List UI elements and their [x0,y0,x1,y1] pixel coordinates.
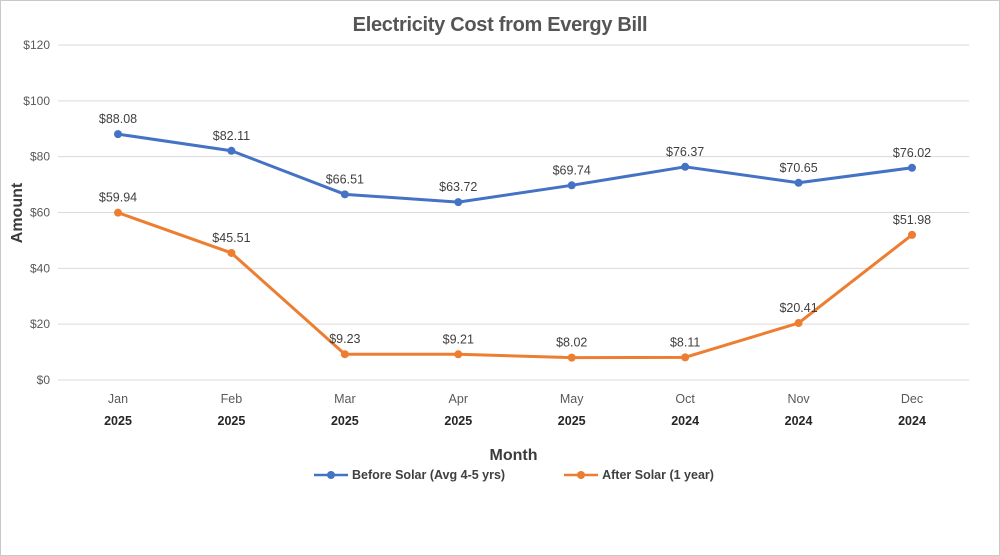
legend: Before Solar (Avg 4-5 yrs) After Solar (1… [58,468,969,482]
series-line-before-solar [116,132,914,204]
data-point-marker [227,146,236,155]
x-category-month-label: Dec [901,392,923,406]
data-point-label: $69.74 [553,163,591,177]
y-tick-label: $20 [30,317,50,331]
data-point-label: $45.51 [212,231,250,245]
data-point-label: $66.51 [326,172,364,186]
data-point-label: $9.23 [329,332,360,346]
data-point-marker [908,230,916,239]
y-tick-label: $120 [23,38,50,52]
x-category-year-label: 2024 [898,414,926,428]
data-point-label: $59.94 [99,191,137,205]
x-category-year-label: 2024 [785,414,813,428]
data-point-marker [454,350,463,359]
x-axis-title: Month [489,447,538,464]
data-point-marker [908,163,916,172]
data-point-marker [681,353,690,362]
x-category-year-label: 2024 [671,414,699,428]
data-point-label: $51.98 [893,213,931,227]
y-axis-title: Amount [9,182,26,244]
data-point-label: $20.41 [779,301,817,315]
data-point-label: $70.65 [779,161,817,175]
data-point-marker [340,190,349,199]
x-category-month-label: Feb [221,392,243,406]
x-category-month-label: Jan [108,392,128,406]
series-line-after-solar [116,211,914,360]
chart-title: Electricity Cost from Evergy Bill [352,14,648,36]
data-point-marker [567,353,576,362]
x-category-year-label: 2025 [558,414,586,428]
data-point-marker [454,198,463,207]
x-category-year-label: 2025 [104,414,132,428]
legend-label: Before Solar (Avg 4-5 yrs) [352,468,506,482]
data-point-marker [794,178,803,187]
x-category-year-label: 2025 [444,414,472,428]
y-tick-label: $100 [23,94,50,108]
data-point-marker [794,319,803,328]
x-category-month-label: Oct [675,392,695,406]
data-point-marker [681,162,690,171]
y-tick-label: $40 [30,261,50,275]
data-point-marker [114,130,122,139]
x-category-year-label: 2025 [218,414,246,428]
y-tick-label: $0 [37,373,51,387]
data-point-label: $63.72 [439,180,477,194]
x-category-year-label: 2025 [331,414,359,428]
y-tick-label: $60 [30,206,50,220]
y-tick-label: $80 [30,150,50,164]
data-point-label: $88.08 [99,112,137,126]
data-point-marker [114,208,122,217]
x-category-month-label: May [560,392,584,406]
x-category-month-label: Mar [334,392,356,406]
data-point-label: $8.02 [556,336,587,350]
data-point-marker [227,248,236,257]
legend-line-marker-icon [564,471,599,479]
data-point-label: $9.21 [443,332,474,346]
legend-item: Before Solar (Avg 4-5 yrs) [313,468,505,482]
data-point-label: $8.11 [670,335,700,349]
data-point-label: $82.11 [213,129,250,143]
legend-label: After Solar (1 year) [602,468,714,482]
legend-line-marker-icon [314,471,349,479]
x-category-month-label: Apr [449,392,468,406]
data-point-marker [567,181,576,190]
data-point-label: $76.37 [666,145,704,159]
x-category-month-label: Nov [787,392,810,406]
data-point-marker [340,350,349,359]
legend-item: After Solar (1 year) [563,468,714,482]
data-point-label: $76.02 [893,146,931,160]
